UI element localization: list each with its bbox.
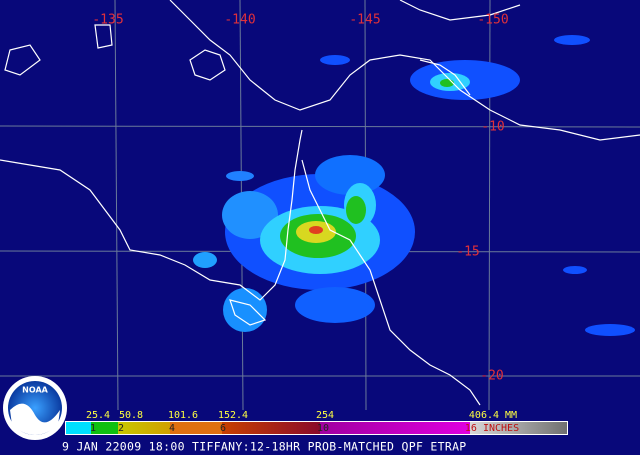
rain-area (554, 35, 590, 45)
longitude-label: -140 (224, 13, 255, 28)
colorbar-segment (170, 422, 222, 434)
latitude-label: -10 (481, 120, 504, 135)
longitude-label: -150 (477, 13, 508, 28)
latitude-label: -15 (456, 245, 479, 260)
rain-area (226, 171, 254, 181)
inch-label: 10 (317, 423, 329, 434)
colorbar-segment (222, 422, 320, 434)
coastline (169, 0, 640, 141)
rain-area (563, 266, 587, 274)
caption: 9 JAN 22009 18:00 TIFFANY:12-18HR PROB-M… (62, 440, 467, 454)
inch-label: 4 (169, 423, 175, 434)
mm-label: 152.4 (218, 410, 248, 421)
coastline (0, 129, 303, 301)
rain-area (309, 226, 323, 234)
longitude-label: -145 (349, 13, 380, 28)
rain-area (320, 55, 350, 65)
mm-label: 406.4 MM (469, 410, 517, 421)
meridian (114, 0, 119, 411)
latitude-label: -20 (480, 369, 503, 384)
colorbar (65, 421, 568, 435)
mm-label: 101.6 (168, 410, 198, 421)
inch-label: 1 (90, 423, 96, 434)
inch-label: 2 (118, 423, 124, 434)
coastline (419, 59, 471, 96)
noaa-logo: NOAA (3, 376, 67, 440)
logo-wave (10, 403, 60, 435)
inch-label: 16 INCHES (465, 423, 519, 434)
rain-area (585, 324, 635, 336)
coastline (301, 159, 481, 406)
rain-area (315, 155, 385, 195)
rain-area (193, 252, 217, 268)
coastlines (0, 0, 640, 406)
coastline (94, 24, 113, 49)
mm-label: 254 (316, 410, 334, 421)
logo-text: NOAA (22, 386, 48, 395)
rain-area (295, 287, 375, 323)
colorbar-segment (91, 422, 118, 434)
rainfall (193, 35, 635, 336)
colorbar-segment (320, 422, 470, 434)
inch-label: 6 (220, 423, 226, 434)
rain-area (223, 288, 267, 332)
rain-area (222, 191, 278, 239)
mm-label: 50.8 (119, 410, 143, 421)
coastline (229, 299, 267, 326)
rain-area (440, 79, 454, 87)
colorbar-segment (66, 422, 91, 434)
colorbar-segment (470, 422, 567, 434)
mm-label: 25.4 (86, 410, 110, 421)
rain-area (346, 196, 366, 224)
coastline (4, 44, 41, 76)
longitude-label: -135 (92, 13, 123, 28)
coastline (399, 0, 521, 21)
coastline (189, 49, 226, 81)
colorbar-segment (118, 422, 170, 434)
